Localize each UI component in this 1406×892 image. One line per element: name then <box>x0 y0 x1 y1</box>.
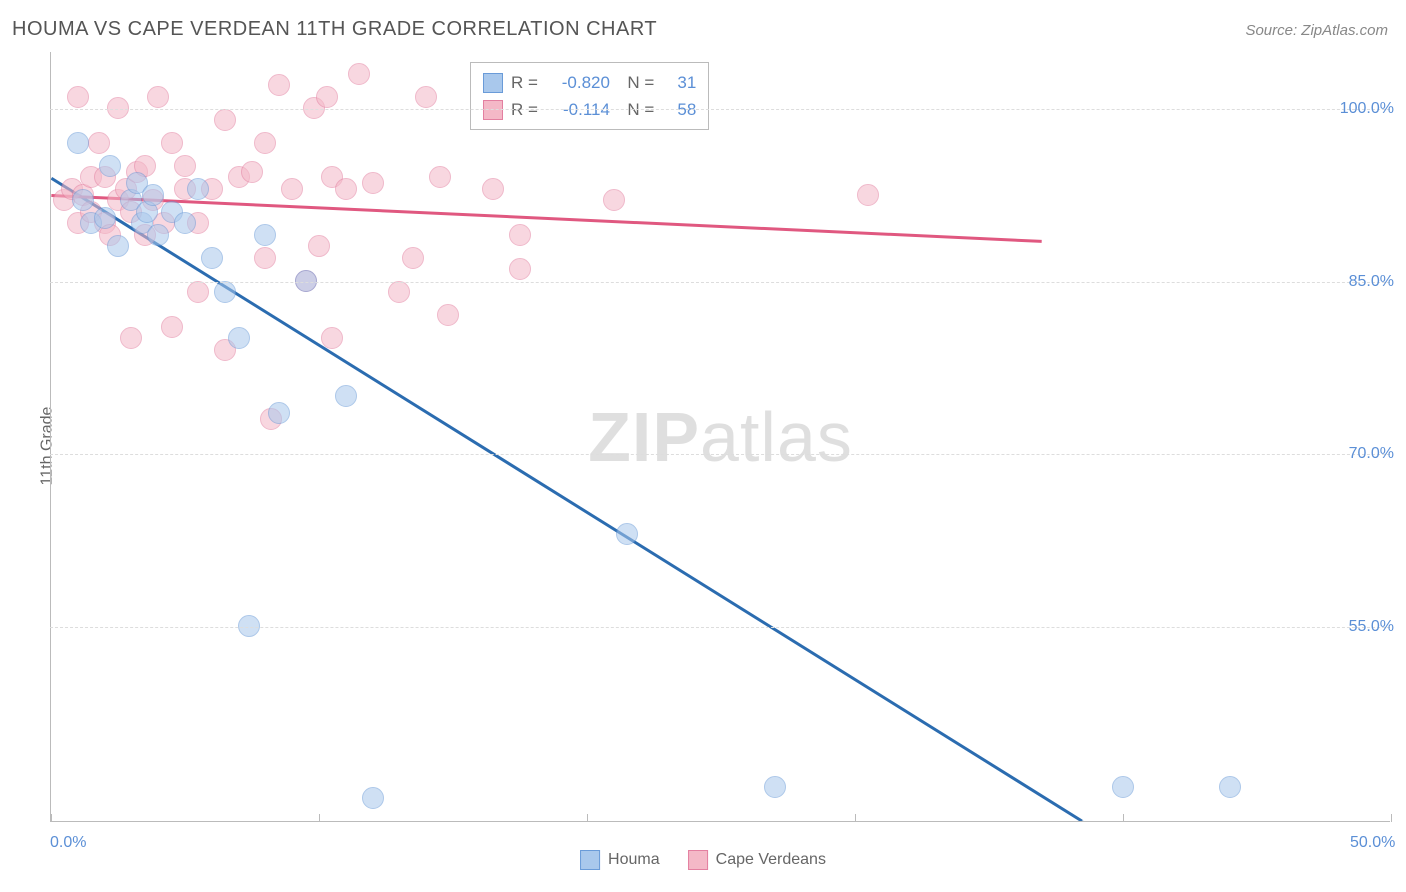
scatter-point <box>268 402 290 424</box>
scatter-point <box>308 235 330 257</box>
scatter-point <box>99 155 121 177</box>
scatter-point <box>67 86 89 108</box>
scatter-point <box>509 258 531 280</box>
legend-swatch <box>688 850 708 870</box>
gridline <box>50 627 1390 628</box>
stats-swatch <box>483 73 503 93</box>
scatter-point <box>147 224 169 246</box>
scatter-point <box>321 327 343 349</box>
scatter-point <box>857 184 879 206</box>
stats-n-value: 31 <box>662 69 696 96</box>
legend-item: Houma <box>580 850 660 870</box>
scatter-point <box>268 74 290 96</box>
gridline <box>50 282 1390 283</box>
y-tick-label: 70.0% <box>1349 445 1394 463</box>
scatter-point <box>335 385 357 407</box>
scatter-point <box>362 172 384 194</box>
source-label: Source: ZipAtlas.com <box>1245 22 1388 39</box>
scatter-point <box>603 189 625 211</box>
scatter-point <box>174 212 196 234</box>
scatter-point <box>187 281 209 303</box>
scatter-point <box>67 132 89 154</box>
y-tick-label: 55.0% <box>1349 618 1394 636</box>
stats-r-label: R = <box>511 69 538 96</box>
legend: Houma Cape Verdeans <box>580 850 826 870</box>
gridline <box>50 109 1390 110</box>
scatter-point <box>214 109 236 131</box>
stats-n-label: N = <box>618 69 654 96</box>
scatter-point <box>107 235 129 257</box>
x-tick <box>587 814 588 822</box>
legend-item: Cape Verdeans <box>688 850 826 870</box>
scatter-point <box>94 207 116 229</box>
scatter-point <box>72 189 94 211</box>
x-tick <box>51 814 52 822</box>
chart-container: HOUMA VS CAPE VERDEAN 11TH GRADE CORRELA… <box>0 0 1406 892</box>
stats-row: R = -0.820 N = 31 <box>483 69 696 96</box>
scatter-point <box>120 327 142 349</box>
stats-box: R =-0.820 N =31R =-0.114 N =58 <box>470 62 709 130</box>
y-tick-label: 100.0% <box>1340 100 1394 118</box>
stats-r-value: -0.820 <box>546 69 610 96</box>
scatter-point <box>88 132 110 154</box>
scatter-point <box>161 316 183 338</box>
scatter-point <box>415 86 437 108</box>
x-tick <box>319 814 320 822</box>
scatter-point <box>402 247 424 269</box>
gridline <box>50 454 1390 455</box>
scatter-point <box>1219 776 1241 798</box>
scatter-point <box>254 132 276 154</box>
scatter-point <box>348 63 370 85</box>
scatter-point <box>147 86 169 108</box>
scatter-point <box>187 178 209 200</box>
x-tick <box>1391 814 1392 822</box>
scatter-point <box>281 178 303 200</box>
plot-area: ZIPatlas <box>50 52 1390 822</box>
x-tick <box>1123 814 1124 822</box>
scatter-point <box>429 166 451 188</box>
x-tick-label: 50.0% <box>1350 834 1395 852</box>
scatter-point <box>388 281 410 303</box>
legend-label: Houma <box>608 851 660 869</box>
scatter-point <box>335 178 357 200</box>
chart-title: HOUMA VS CAPE VERDEAN 11TH GRADE CORRELA… <box>12 18 657 41</box>
scatter-point <box>616 523 638 545</box>
scatter-point <box>174 155 196 177</box>
watermark: ZIPatlas <box>588 397 853 477</box>
scatter-point <box>228 327 250 349</box>
legend-label: Cape Verdeans <box>716 851 826 869</box>
scatter-point <box>482 178 504 200</box>
scatter-point <box>214 281 236 303</box>
scatter-point <box>1112 776 1134 798</box>
scatter-point <box>437 304 459 326</box>
scatter-point <box>509 224 531 246</box>
scatter-point <box>254 247 276 269</box>
scatter-point <box>764 776 786 798</box>
scatter-point <box>362 787 384 809</box>
y-tick-label: 85.0% <box>1349 273 1394 291</box>
scatter-point <box>142 184 164 206</box>
x-tick-label: 0.0% <box>50 834 86 852</box>
x-tick <box>855 814 856 822</box>
scatter-point <box>241 161 263 183</box>
scatter-point <box>201 247 223 269</box>
scatter-point <box>161 132 183 154</box>
scatter-point <box>254 224 276 246</box>
scatter-point <box>316 86 338 108</box>
legend-swatch <box>580 850 600 870</box>
